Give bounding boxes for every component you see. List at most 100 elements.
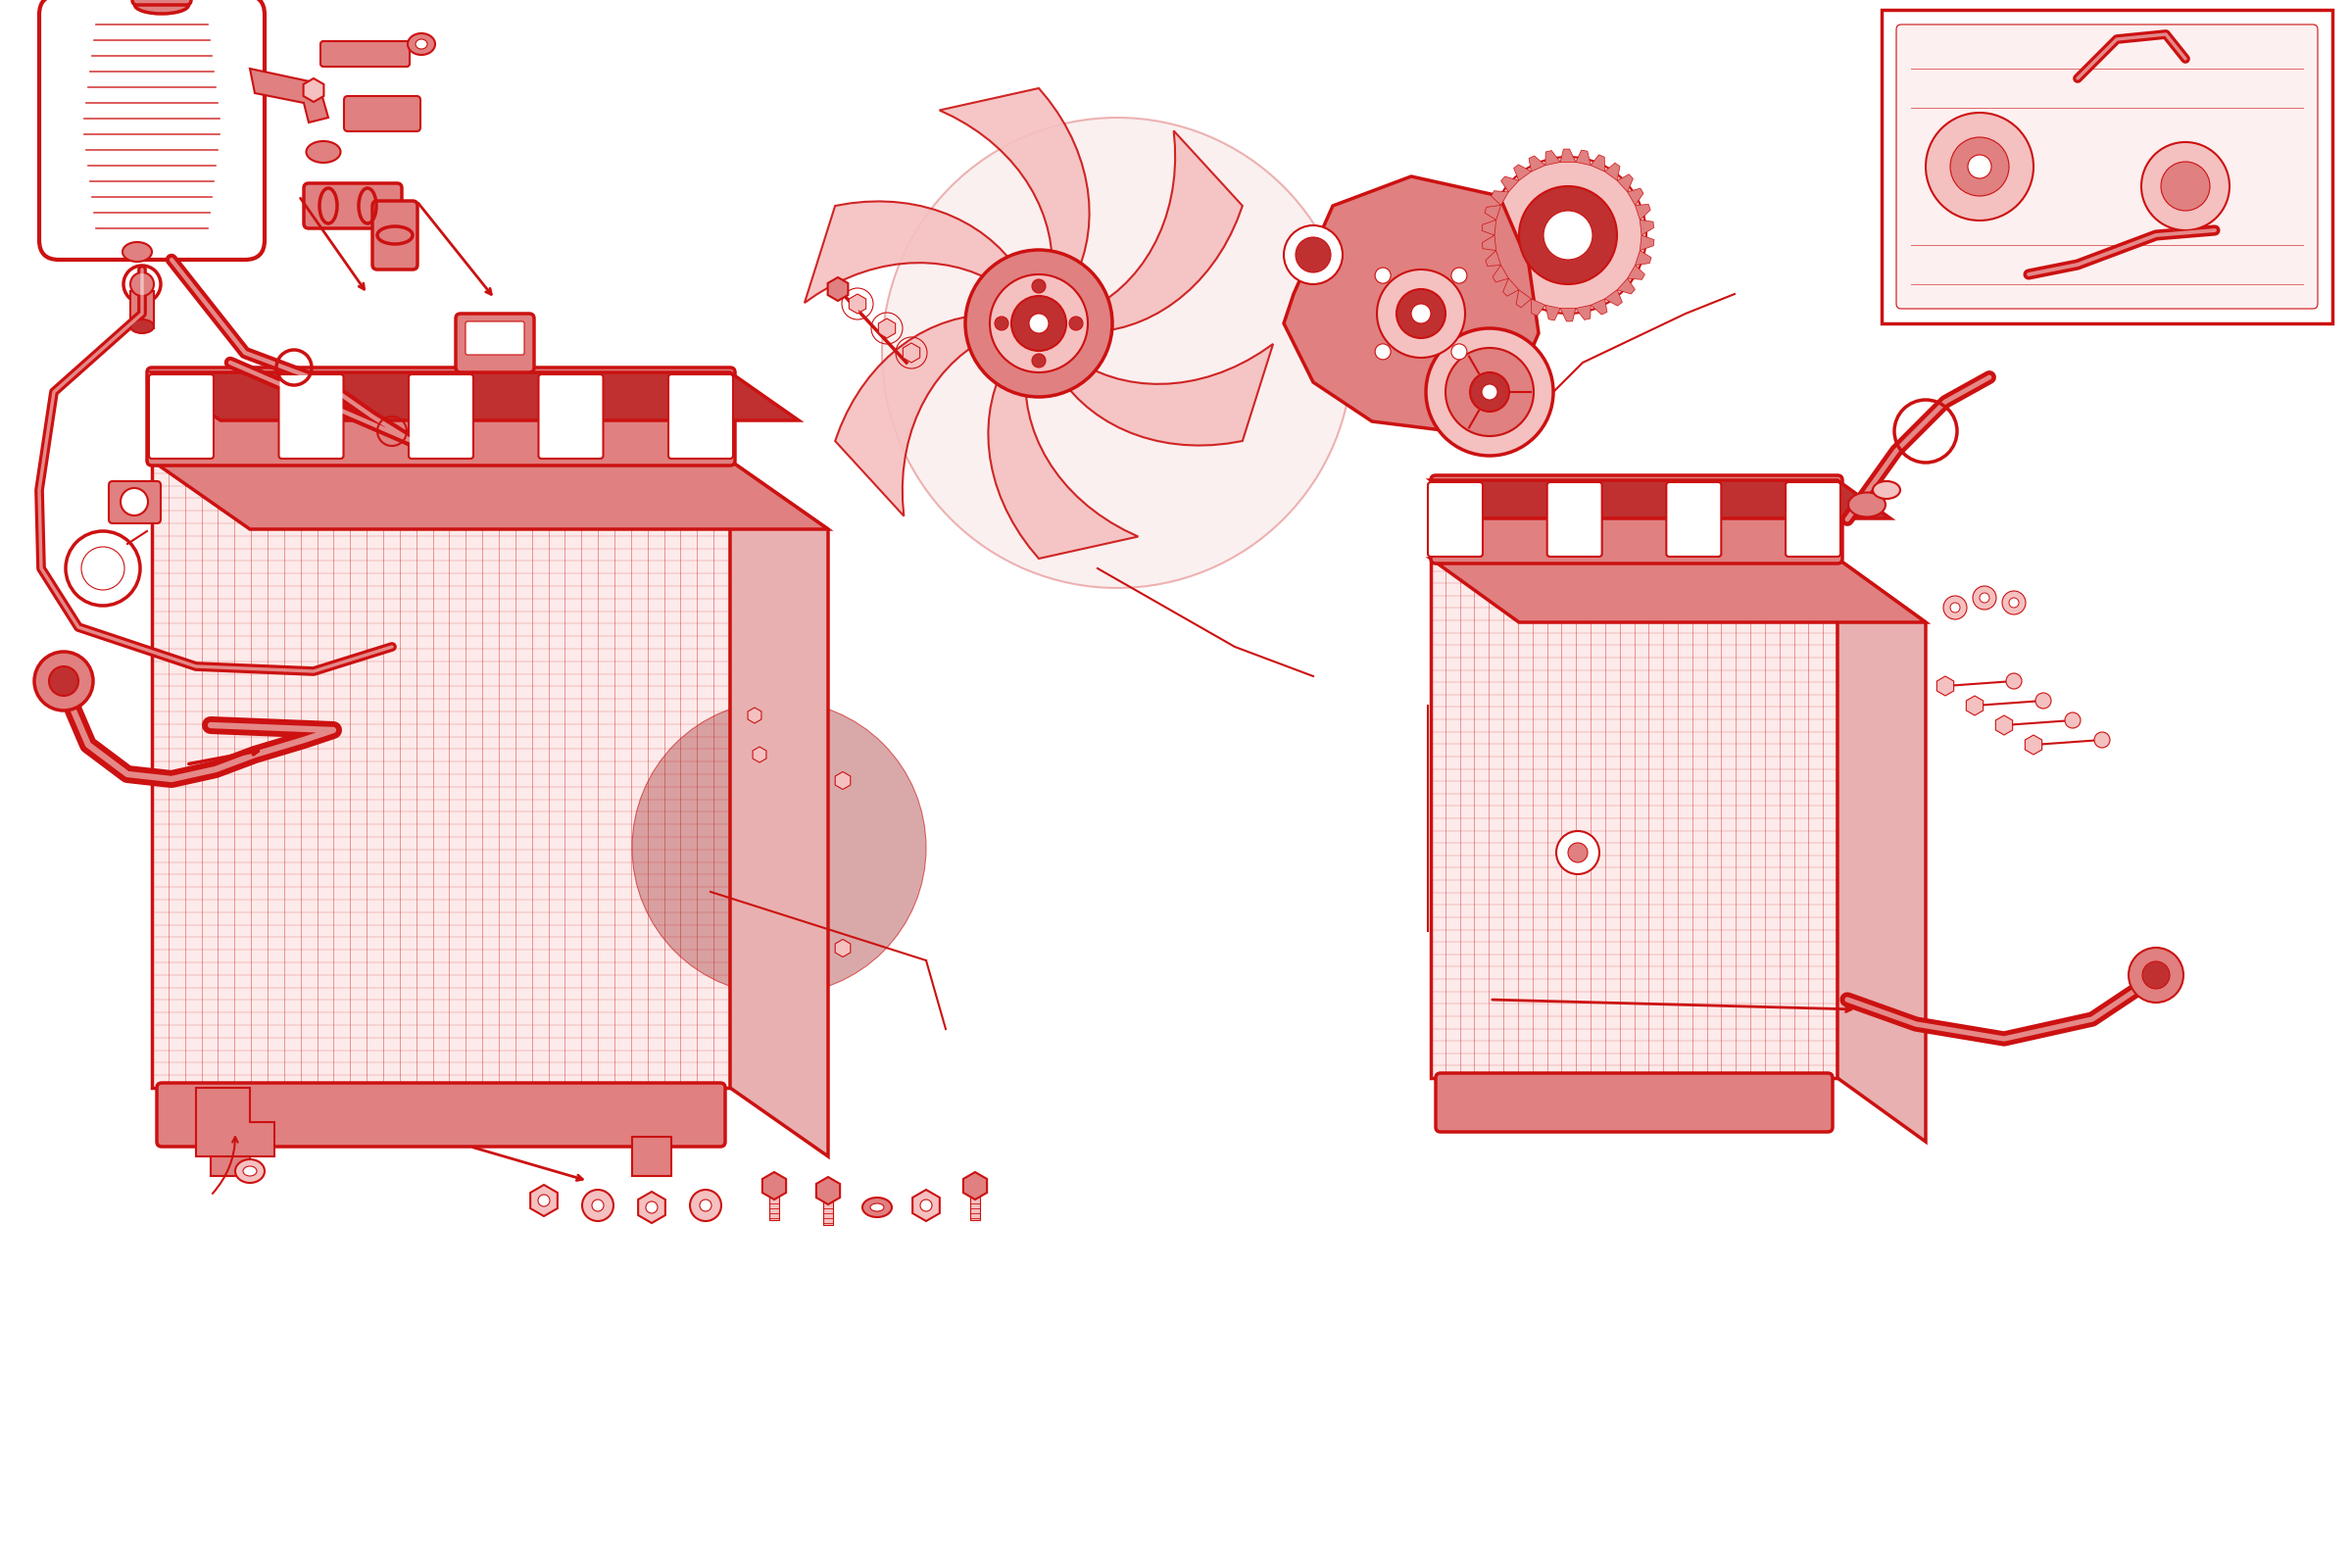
Ellipse shape xyxy=(1849,492,1886,517)
Polygon shape xyxy=(1576,151,1590,165)
Circle shape xyxy=(1397,289,1446,339)
Circle shape xyxy=(1070,317,1082,331)
Polygon shape xyxy=(1590,299,1606,315)
FancyBboxPatch shape xyxy=(132,0,191,5)
Bar xyxy=(1882,9,2333,323)
FancyBboxPatch shape xyxy=(1430,475,1842,563)
Circle shape xyxy=(1543,210,1592,260)
Circle shape xyxy=(1569,844,1588,862)
Polygon shape xyxy=(1515,165,1531,180)
Polygon shape xyxy=(1503,279,1519,296)
Polygon shape xyxy=(938,88,1089,263)
Ellipse shape xyxy=(242,1167,256,1176)
Circle shape xyxy=(1011,296,1065,351)
FancyBboxPatch shape xyxy=(456,314,534,372)
Polygon shape xyxy=(734,539,818,1107)
Polygon shape xyxy=(195,1088,275,1157)
Polygon shape xyxy=(1618,279,1635,295)
FancyBboxPatch shape xyxy=(158,1083,724,1146)
Circle shape xyxy=(689,1190,722,1221)
Polygon shape xyxy=(249,69,329,122)
Polygon shape xyxy=(1837,558,1926,1142)
Polygon shape xyxy=(835,939,851,956)
Bar xyxy=(212,1137,249,1176)
Circle shape xyxy=(701,1200,713,1210)
Polygon shape xyxy=(1430,480,1891,519)
Ellipse shape xyxy=(1872,481,1900,499)
FancyBboxPatch shape xyxy=(1785,483,1842,557)
FancyBboxPatch shape xyxy=(1665,483,1722,557)
Polygon shape xyxy=(1604,163,1621,180)
Circle shape xyxy=(1470,372,1510,411)
Polygon shape xyxy=(1494,265,1508,282)
Circle shape xyxy=(120,488,148,516)
Polygon shape xyxy=(729,461,828,1157)
Circle shape xyxy=(2034,693,2051,709)
Polygon shape xyxy=(748,707,762,723)
Polygon shape xyxy=(1108,130,1242,329)
Polygon shape xyxy=(1482,235,1496,251)
Circle shape xyxy=(1446,348,1534,436)
Circle shape xyxy=(920,1200,931,1210)
Polygon shape xyxy=(1576,306,1590,320)
Circle shape xyxy=(1557,831,1599,875)
Circle shape xyxy=(1376,268,1390,284)
Circle shape xyxy=(1973,586,1997,610)
Circle shape xyxy=(882,118,1352,588)
FancyBboxPatch shape xyxy=(466,321,524,354)
Circle shape xyxy=(1980,593,1990,602)
Ellipse shape xyxy=(306,141,341,163)
Polygon shape xyxy=(1482,220,1496,235)
Circle shape xyxy=(2143,961,2171,989)
Circle shape xyxy=(1451,343,1468,359)
FancyBboxPatch shape xyxy=(280,375,343,458)
Polygon shape xyxy=(816,1178,840,1204)
Circle shape xyxy=(583,1190,614,1221)
Ellipse shape xyxy=(129,320,153,334)
Circle shape xyxy=(1519,187,1618,284)
FancyBboxPatch shape xyxy=(108,481,160,524)
Circle shape xyxy=(990,274,1087,372)
Ellipse shape xyxy=(122,241,153,262)
Circle shape xyxy=(593,1200,604,1210)
Polygon shape xyxy=(1284,176,1538,431)
Polygon shape xyxy=(1559,149,1576,162)
Polygon shape xyxy=(1639,220,1653,235)
Circle shape xyxy=(633,701,927,994)
Polygon shape xyxy=(913,1190,941,1221)
Polygon shape xyxy=(964,1173,988,1200)
Circle shape xyxy=(1296,237,1331,273)
Circle shape xyxy=(2002,591,2025,615)
Polygon shape xyxy=(153,461,828,530)
Polygon shape xyxy=(1070,343,1272,445)
Circle shape xyxy=(2161,162,2211,210)
Circle shape xyxy=(1950,602,1959,613)
Polygon shape xyxy=(835,317,969,516)
Polygon shape xyxy=(1639,235,1653,251)
Bar xyxy=(129,292,153,328)
Circle shape xyxy=(129,273,153,296)
Circle shape xyxy=(1033,279,1047,293)
Polygon shape xyxy=(1628,265,1644,279)
FancyBboxPatch shape xyxy=(372,201,419,270)
Polygon shape xyxy=(1486,251,1501,267)
Polygon shape xyxy=(753,746,767,762)
Circle shape xyxy=(1926,113,2034,221)
Polygon shape xyxy=(637,1192,666,1223)
Polygon shape xyxy=(804,201,1007,303)
Ellipse shape xyxy=(125,265,160,303)
Polygon shape xyxy=(1635,204,1651,220)
Polygon shape xyxy=(762,1173,786,1200)
Polygon shape xyxy=(1531,299,1545,315)
Polygon shape xyxy=(1994,715,2013,735)
Polygon shape xyxy=(1491,191,1508,205)
Circle shape xyxy=(1482,384,1498,400)
Bar xyxy=(1430,558,1837,1079)
Polygon shape xyxy=(1501,176,1519,191)
Ellipse shape xyxy=(235,1159,263,1182)
Polygon shape xyxy=(1628,188,1644,205)
Circle shape xyxy=(1950,138,2009,196)
FancyBboxPatch shape xyxy=(409,375,473,458)
FancyBboxPatch shape xyxy=(303,183,402,229)
Polygon shape xyxy=(988,384,1138,558)
